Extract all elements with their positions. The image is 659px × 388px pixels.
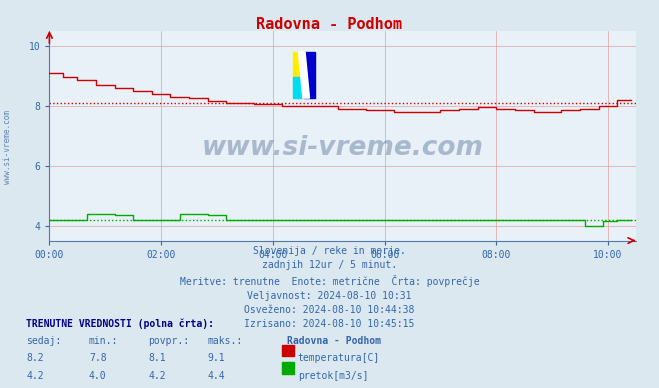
Text: maks.:: maks.: bbox=[208, 336, 243, 346]
Bar bbox=[293, 52, 304, 77]
Text: www.si-vreme.com: www.si-vreme.com bbox=[3, 111, 13, 184]
Text: 8.2: 8.2 bbox=[26, 353, 44, 363]
Text: min.:: min.: bbox=[89, 336, 119, 346]
Text: TRENUTNE VREDNOSTI (polna črta):: TRENUTNE VREDNOSTI (polna črta): bbox=[26, 318, 214, 329]
Text: pretok[m3/s]: pretok[m3/s] bbox=[298, 371, 368, 381]
Text: Radovna - Podhom: Radovna - Podhom bbox=[287, 336, 381, 346]
Bar bbox=[282, 362, 294, 374]
Text: 7.8: 7.8 bbox=[89, 353, 107, 363]
Text: 4.4: 4.4 bbox=[208, 371, 225, 381]
Text: sedaj:: sedaj: bbox=[26, 336, 61, 346]
Bar bbox=[304, 52, 315, 98]
Polygon shape bbox=[299, 52, 310, 98]
Text: 9.1: 9.1 bbox=[208, 353, 225, 363]
Text: povpr.:: povpr.: bbox=[148, 336, 189, 346]
Text: www.si-vreme.com: www.si-vreme.com bbox=[202, 135, 484, 161]
Text: 4.0: 4.0 bbox=[89, 371, 107, 381]
Text: temperatura[C]: temperatura[C] bbox=[298, 353, 380, 363]
Text: 8.1: 8.1 bbox=[148, 353, 166, 363]
Text: Radovna - Podhom: Radovna - Podhom bbox=[256, 17, 403, 33]
Text: Slovenija / reke in morje.
zadnjih 12ur / 5 minut.
Meritve: trenutne  Enote: met: Slovenija / reke in morje. zadnjih 12ur … bbox=[180, 246, 479, 329]
Text: 4.2: 4.2 bbox=[148, 371, 166, 381]
Bar bbox=[282, 345, 294, 356]
Text: 4.2: 4.2 bbox=[26, 371, 44, 381]
Bar bbox=[293, 77, 304, 98]
